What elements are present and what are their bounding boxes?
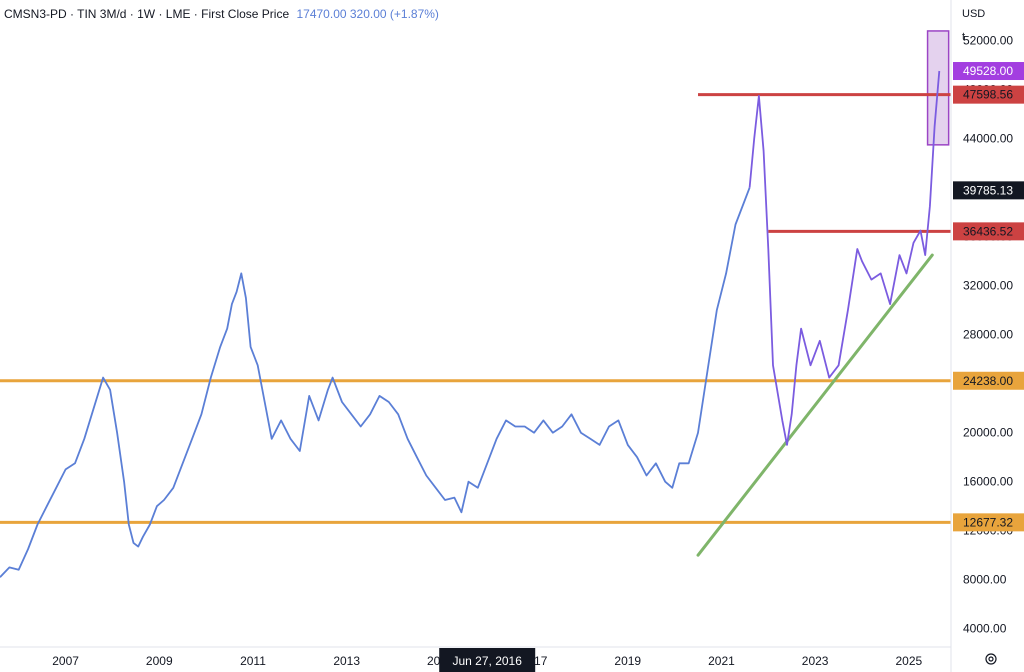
crosshair-date-label: Jun 27, 2016 xyxy=(453,654,523,668)
x-tick-label: 2011 xyxy=(240,654,266,668)
x-tick-label: 2007 xyxy=(52,654,79,668)
y-tick-label: 52000.00 xyxy=(963,34,1013,48)
x-tick-label: 2025 xyxy=(895,654,922,668)
trendline[interactable] xyxy=(696,253,934,557)
chart-header: CMSN3-PD · TIN 3M/d · 1W · LME · First C… xyxy=(4,7,439,21)
x-tick-label: 2009 xyxy=(146,654,173,668)
x-tick-label: 2023 xyxy=(802,654,829,668)
y-tick-label: 44000.00 xyxy=(963,132,1013,146)
x-tick-label: 2021 xyxy=(708,654,735,668)
x-tick-label: 2013 xyxy=(333,654,360,668)
price-series-2 xyxy=(748,70,941,446)
y-tick-label: 28000.00 xyxy=(963,328,1013,342)
settings-gear-icon[interactable] xyxy=(984,652,998,666)
level-24238.00-label: 24238.00 xyxy=(963,374,1013,388)
last-price-tag xyxy=(953,62,1024,81)
level-36436.52-tag xyxy=(953,222,1024,241)
quote-line: 17470.00 320.00 (+1.87%) xyxy=(296,7,439,21)
currency-selector[interactable]: USD xyxy=(962,8,986,20)
crosshair-price-tag xyxy=(953,181,1024,200)
y-tick-label: 4000.00 xyxy=(963,622,1007,636)
level-12677.32-tag xyxy=(953,513,1024,532)
unit-label: t xyxy=(962,31,966,43)
level-47598.56-tag xyxy=(953,85,1024,104)
y-tick-label: 16000.00 xyxy=(963,475,1013,489)
level-12677.32-label: 12677.32 xyxy=(963,515,1013,529)
level-47598.56-label: 47598.56 xyxy=(963,88,1013,102)
level-24238.00-tag xyxy=(953,371,1024,390)
y-tick-label: 32000.00 xyxy=(963,279,1013,293)
crosshair-price-label: 39785.13 xyxy=(963,183,1013,197)
y-tick-label: 20000.00 xyxy=(963,426,1013,440)
price-series-1 xyxy=(0,187,751,578)
x-tick-label: 2019 xyxy=(614,654,641,668)
crosshair-date-tag xyxy=(439,648,536,672)
symbol-line: CMSN3-PD · TIN 3M/d · 1W · LME · First C… xyxy=(4,7,290,21)
level-36436.52-label: 36436.52 xyxy=(963,224,1013,238)
y-tick-label: 8000.00 xyxy=(963,573,1007,587)
last-price-label: 49528.00 xyxy=(963,64,1013,78)
